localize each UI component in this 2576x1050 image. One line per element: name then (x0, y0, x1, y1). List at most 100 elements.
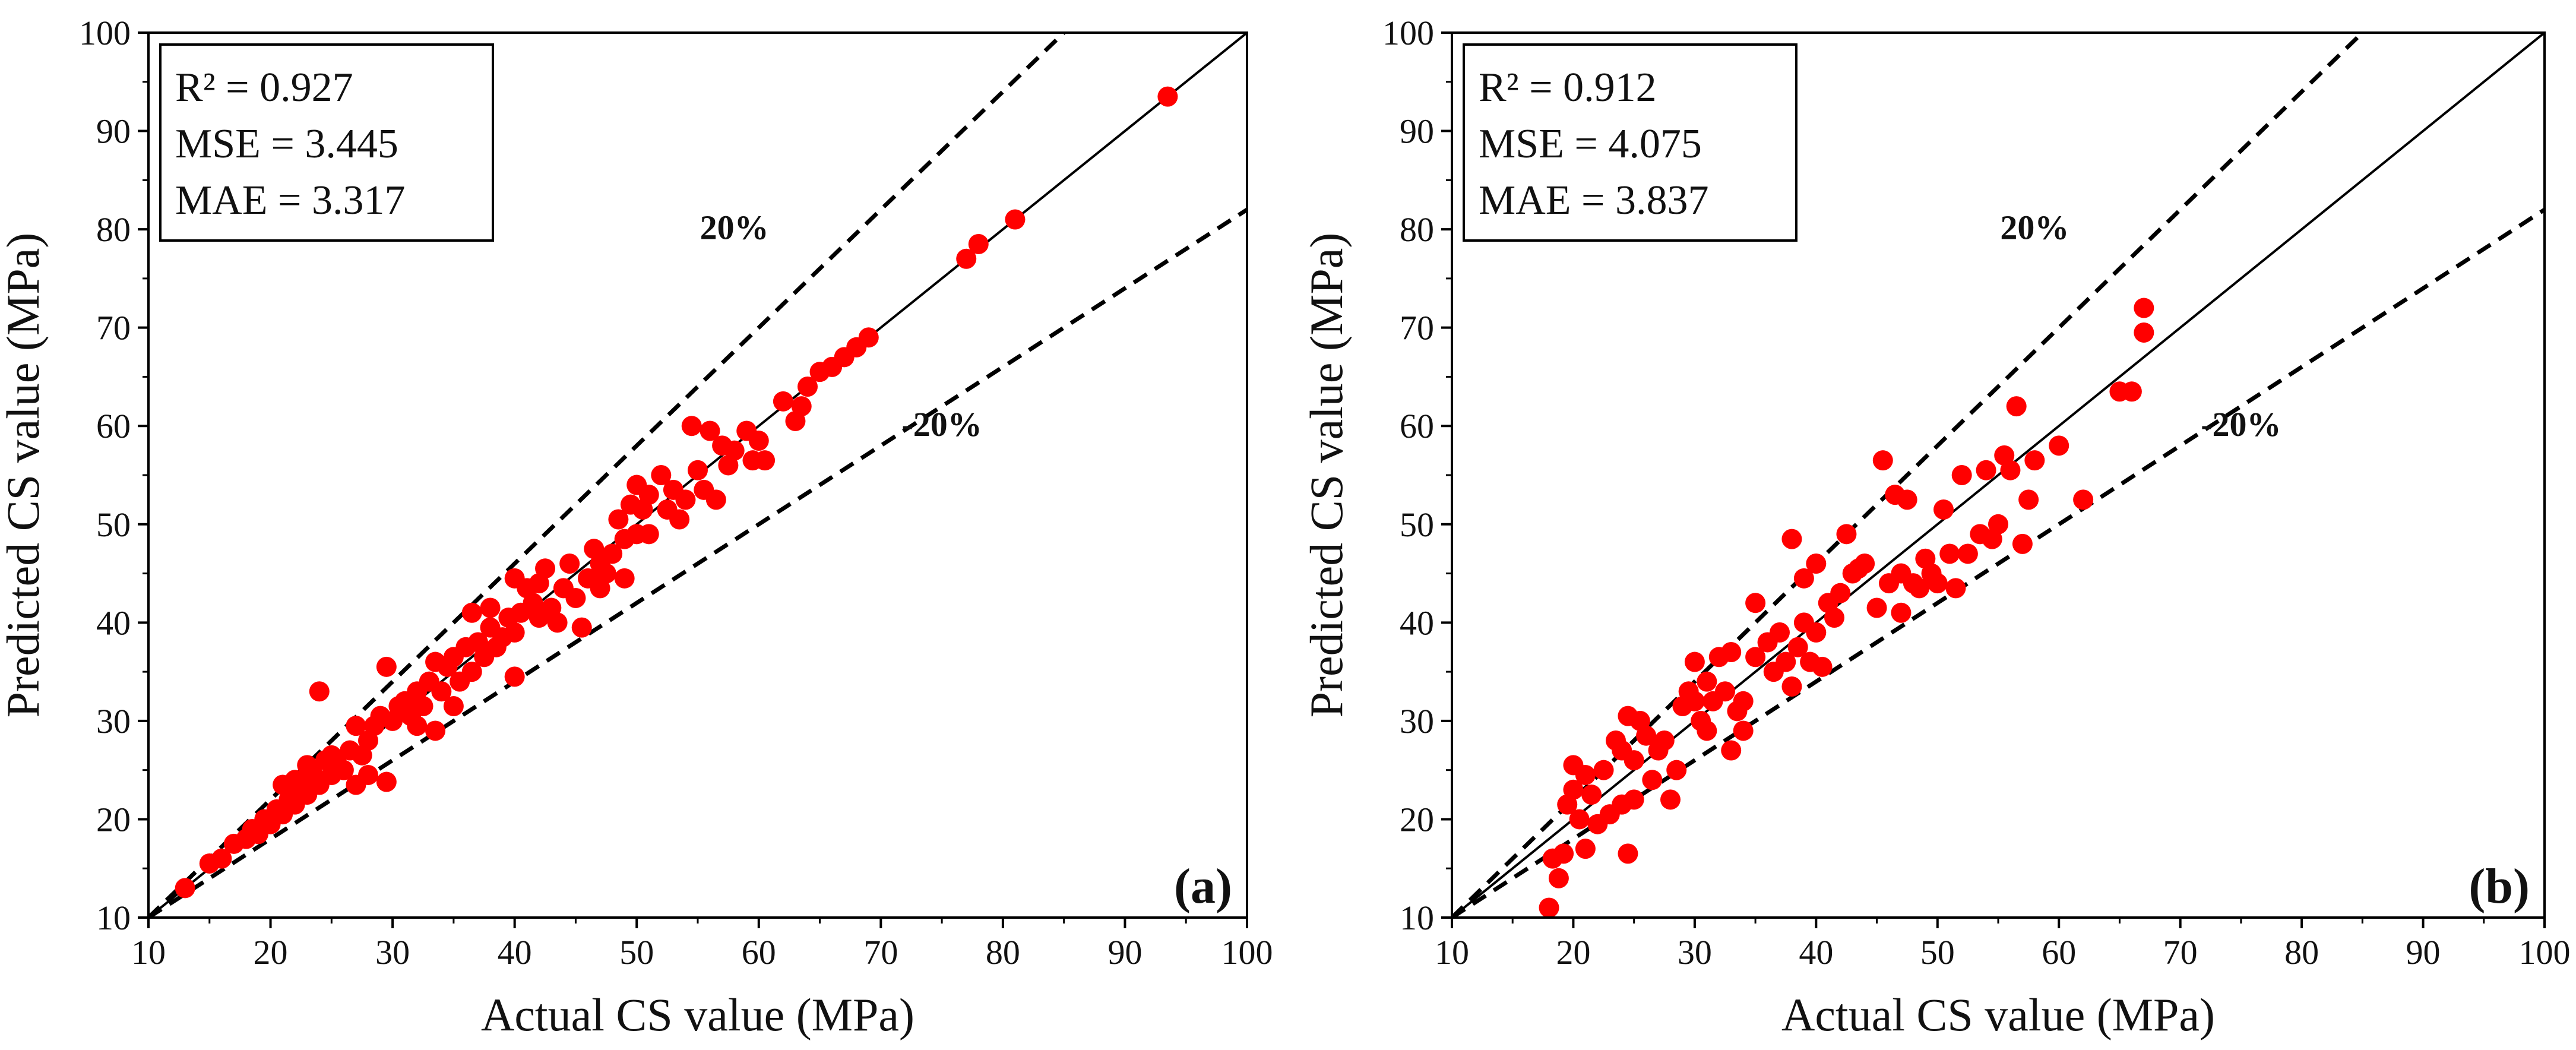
data-point (1624, 789, 1644, 810)
x-tick-label: 40 (1799, 933, 1833, 972)
data-point (1624, 750, 1644, 771)
data-point (791, 396, 812, 417)
data-point (968, 233, 989, 254)
scatter-points (1539, 298, 2154, 918)
stat-line: R² = 0.912 (1479, 65, 1657, 110)
lower-20-percent-line (148, 208, 1247, 918)
data-point (608, 509, 629, 530)
panel-label: (a) (1174, 859, 1232, 914)
data-point (413, 696, 433, 717)
data-point (1721, 642, 1742, 662)
data-point (596, 563, 616, 584)
data-point (1575, 839, 1596, 859)
data-point (1891, 602, 1912, 623)
data-point (1951, 465, 1972, 485)
stat-line: MSE = 3.445 (175, 121, 398, 167)
data-point (638, 524, 659, 545)
data-point (773, 391, 793, 412)
data-point (1776, 651, 1796, 672)
upper-band-label: 20% (700, 208, 769, 247)
x-tick-label: 20 (254, 933, 288, 972)
stats-box-frame (1463, 43, 1797, 242)
y-axis-title: Predicted CS value (MPa) (1300, 233, 1352, 718)
data-point (681, 416, 702, 437)
data-point (1824, 608, 1844, 628)
data-point (705, 489, 726, 510)
data-point (2018, 489, 2039, 510)
data-point (1806, 554, 1827, 574)
data-point (1684, 691, 1705, 711)
x-tick-label: 10 (131, 933, 166, 972)
y-tick-label: 20 (96, 800, 131, 839)
data-point (1806, 622, 1827, 643)
data-point (651, 465, 672, 485)
x-tick-label: 90 (2406, 933, 2441, 972)
data-point (2024, 450, 2045, 471)
data-point (1733, 720, 1754, 741)
data-point (1939, 543, 1960, 564)
data-point (1666, 760, 1687, 780)
stats-box-frame (159, 43, 494, 242)
panel-label: (b) (2469, 859, 2530, 914)
data-point (1660, 789, 1681, 810)
x-tick-label: 10 (1435, 933, 1469, 972)
data-point (1770, 622, 1790, 643)
data-point (2134, 298, 2154, 318)
x-tick-label: 30 (1678, 933, 1712, 972)
y-tick-label: 10 (1400, 899, 1434, 937)
data-point (443, 696, 464, 717)
x-tick-label: 60 (2042, 933, 2076, 972)
data-point (1781, 676, 1802, 697)
chart-panel-b: 10 20 30 40 50 60 70 80 90 100 10 20 30 40 50 60 70 80 90 1… (1300, 14, 2571, 1040)
x-tick-label: 80 (986, 933, 1020, 972)
data-point (2121, 381, 2142, 402)
data-point (2006, 396, 2027, 417)
data-point (638, 485, 659, 505)
data-point (1830, 583, 1851, 603)
data-point (376, 656, 397, 677)
data-point (1654, 730, 1675, 751)
data-point (1563, 779, 1584, 800)
stat-line: MAE = 3.837 (1479, 178, 1709, 223)
data-point (1636, 725, 1657, 746)
data-point (431, 681, 452, 702)
data-point (346, 716, 366, 736)
y-tick-label: 50 (1400, 505, 1434, 544)
scatter-points (175, 86, 1178, 899)
data-point (1618, 843, 1638, 864)
data-point (755, 450, 776, 471)
data-point (2012, 533, 2033, 554)
data-point (547, 612, 568, 633)
data-point (1855, 554, 1875, 574)
data-point (1569, 809, 1590, 830)
x-tick-label: 70 (863, 933, 898, 972)
x-tick-label: 60 (742, 933, 776, 972)
data-point (565, 587, 586, 608)
data-point (675, 489, 696, 510)
data-point (1715, 681, 1735, 702)
data-point (376, 771, 397, 792)
data-point (1781, 529, 1802, 549)
y-tick-label: 80 (96, 210, 131, 249)
data-point (535, 558, 556, 579)
data-point (724, 440, 745, 461)
data-point (1836, 524, 1857, 545)
data-point (1745, 647, 1766, 668)
data-point (1812, 656, 1833, 677)
y-tick-label: 10 (96, 899, 131, 937)
lower-20-percent-line (1452, 208, 2545, 918)
axis-ticks: 10 20 30 40 50 60 70 80 90 100 10 20 30 40 50 60 70 80 90 1… (1382, 14, 2571, 972)
stat-line: R² = 0.927 (175, 65, 353, 110)
x-axis-title: Actual CS value (MPa) (1781, 989, 2215, 1040)
data-point (956, 248, 977, 269)
x-tick-label: 70 (2163, 933, 2198, 972)
y-tick-label: 40 (1400, 603, 1434, 642)
data-point (1581, 785, 1602, 805)
y-tick-label: 80 (1400, 210, 1434, 249)
y-tick-label: 40 (96, 603, 131, 642)
y-tick-label: 90 (96, 112, 131, 151)
data-point (2073, 489, 2094, 510)
y-tick-label: 30 (96, 702, 131, 741)
data-point (1697, 671, 1717, 692)
data-point (1684, 651, 1705, 672)
